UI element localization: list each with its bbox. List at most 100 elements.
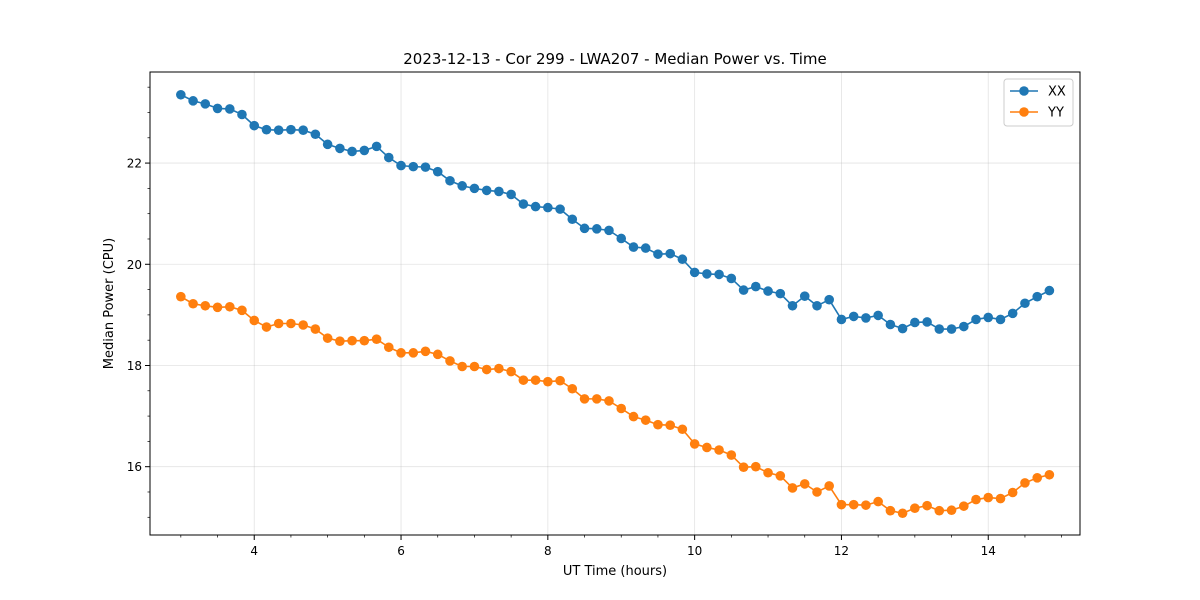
series-xx-point: [567, 214, 578, 225]
series-xx-point: [885, 319, 896, 330]
series-xx-point: [286, 124, 296, 135]
series-yy-point: [347, 335, 357, 346]
series-yy-point: [494, 363, 504, 374]
series-yy-point: [322, 333, 333, 343]
y-tick-label: 16: [127, 460, 142, 474]
y-tick-label: 20: [127, 258, 142, 272]
series-xx-point: [640, 243, 651, 253]
series-yy-point: [212, 302, 223, 313]
series-yy-point: [249, 315, 260, 326]
series-xx-point: [665, 248, 675, 259]
series-yy-point: [506, 366, 516, 377]
series-xx-point: [188, 96, 198, 106]
series-yy-point: [848, 499, 859, 510]
series-xx-point: [763, 286, 773, 296]
series-xx-point: [359, 145, 370, 156]
series-yy-point: [261, 322, 272, 332]
series-xx-point: [824, 294, 834, 305]
series-xx-point: [983, 312, 994, 323]
series-xx-point: [910, 317, 920, 328]
series-xx-point: [604, 225, 614, 236]
series-xx-point: [995, 314, 1006, 325]
series-yy-point: [224, 301, 235, 312]
legend-label: YY: [1047, 106, 1064, 121]
series-yy-point: [983, 492, 994, 503]
series-xx-point: [396, 160, 406, 171]
series-xx-point: [922, 317, 932, 327]
series-xx-point: [959, 321, 969, 332]
series-xx-point: [775, 288, 786, 299]
series-yy-point: [787, 483, 798, 493]
series-yy-point: [726, 450, 737, 460]
series-xx-point: [861, 313, 871, 323]
series-xx-point: [848, 311, 859, 322]
series-xx-point: [457, 181, 467, 191]
series-xx-point: [432, 166, 443, 177]
series-xx-point: [273, 125, 284, 135]
series-yy-point: [469, 361, 480, 372]
series-xx-point: [653, 249, 663, 259]
series-yy-point: [763, 467, 773, 478]
series-xx-point: [347, 146, 357, 157]
series-yy-point: [628, 411, 639, 422]
series-yy-point: [653, 419, 663, 430]
legend-swatch-marker: [1019, 86, 1029, 96]
plot-frame: [149, 71, 1081, 536]
series-xx-point: [371, 141, 382, 152]
series-xx-point: [506, 189, 516, 200]
series-xx-point: [689, 267, 700, 278]
series-yy-point: [310, 324, 321, 334]
series-yy-point: [689, 439, 700, 449]
series-yy-point: [530, 375, 541, 385]
series-xx-point: [897, 323, 908, 334]
series-xx-point: [616, 233, 627, 244]
series-xx: [176, 89, 1055, 334]
series-yy-point: [359, 335, 370, 346]
series-yy-point: [176, 291, 186, 302]
series-yy-point: [298, 320, 308, 330]
y-axis-label: Median Power (CPU): [102, 238, 117, 369]
series-yy-point: [910, 503, 920, 513]
series-xx-point: [750, 281, 761, 292]
series-xx-point: [726, 273, 737, 284]
series-yy-point: [543, 376, 553, 387]
series-xx-point: [592, 224, 602, 234]
series-xx-point: [310, 129, 321, 140]
series-xx-point: [836, 314, 847, 325]
axis-ticks: 4 6 8 10 12 14 16 18 20 22: [127, 86, 1062, 558]
series-yy-point: [371, 334, 382, 344]
series-xx-point: [934, 324, 945, 334]
series-yy-point: [959, 501, 969, 511]
series-yy-point: [408, 348, 419, 358]
series-yy-point: [188, 298, 198, 309]
series-xx-point: [1020, 298, 1030, 309]
series-xx-point: [555, 204, 565, 214]
series-xx-point: [420, 162, 431, 172]
series-yy-point: [861, 500, 871, 510]
series-yy-point: [237, 305, 247, 316]
series-xx-point: [714, 269, 724, 280]
x-tick-label: 8: [544, 544, 552, 558]
legend-swatch-marker: [1019, 107, 1029, 117]
legend: XX YY: [1003, 78, 1074, 127]
grid: [150, 72, 1080, 535]
series-yy-point: [665, 420, 675, 431]
series-yy-point: [971, 494, 981, 505]
y-tick-label: 18: [127, 359, 142, 373]
x-tick-label: 4: [250, 544, 258, 558]
series-yy-point: [445, 356, 455, 366]
series-yy-point: [286, 318, 296, 329]
series-yy-point: [396, 348, 406, 358]
series-yy-point: [200, 300, 211, 311]
series-yy-point: [335, 336, 345, 347]
series-yy-point: [273, 318, 284, 329]
chart-title: 2023-12-13 - Cor 299 - LWA207 - Median P…: [403, 50, 827, 68]
series-xx-point: [628, 242, 639, 252]
series-xx-point: [249, 120, 260, 131]
series-yy-point: [836, 499, 847, 510]
series-xx-point: [494, 186, 504, 197]
series-xx-point: [677, 254, 688, 265]
series-yy-point: [775, 471, 786, 481]
series-yy-point: [567, 383, 578, 394]
series-yy-point: [420, 346, 431, 357]
